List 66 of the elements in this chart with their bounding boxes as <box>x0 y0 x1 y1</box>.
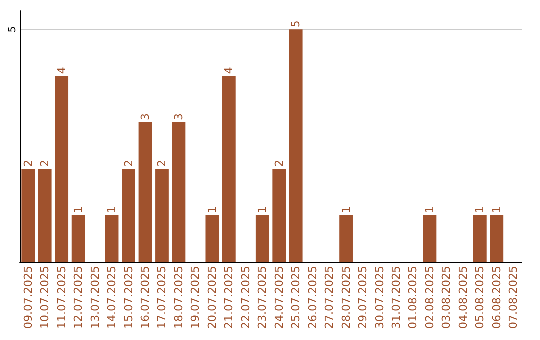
x-tick-label: 25.07.2025 <box>290 266 303 329</box>
data-label: 2 <box>156 160 169 168</box>
data-label: 2 <box>38 160 52 168</box>
bar <box>55 76 69 262</box>
data-label: 1 <box>423 206 436 214</box>
bar <box>423 216 437 262</box>
x-tick-label: 22.07.2025 <box>239 266 252 329</box>
x-tick-label: 24.07.2025 <box>272 266 286 329</box>
data-label: 1 <box>474 206 487 214</box>
x-tick-label: 15.07.2025 <box>122 266 136 329</box>
bar <box>256 216 270 262</box>
x-tick-label: 05.08.2025 <box>474 266 487 329</box>
bar <box>473 216 487 262</box>
data-label: 4 <box>55 67 68 74</box>
bar <box>272 169 286 262</box>
bar <box>105 216 119 262</box>
x-tick-label: 23.07.2025 <box>256 266 270 329</box>
data-label: 3 <box>172 114 186 121</box>
data-label: 2 <box>272 160 286 168</box>
x-tick-label: 06.08.2025 <box>490 266 504 329</box>
bar <box>138 122 152 262</box>
data-label: 1 <box>490 206 504 214</box>
bar <box>22 169 36 262</box>
x-tick-label: 01.08.2025 <box>406 266 420 329</box>
data-label: 1 <box>106 206 119 214</box>
x-tick-label: 21.07.2025 <box>222 266 236 329</box>
x-tick-label: 28.07.2025 <box>340 266 353 329</box>
bar <box>490 216 504 262</box>
data-label: 2 <box>122 160 136 168</box>
x-tick-label: 09.07.2025 <box>22 266 35 329</box>
bar <box>172 122 186 262</box>
x-tick-label: 31.07.2025 <box>390 266 403 329</box>
bar <box>206 216 220 262</box>
x-tick-label: 13.07.2025 <box>88 266 102 329</box>
data-label: 4 <box>222 67 236 74</box>
bar <box>340 216 353 262</box>
x-tick-label: 26.07.2025 <box>306 266 320 329</box>
x-tick-label: 19.07.2025 <box>189 266 202 329</box>
bar <box>289 30 303 262</box>
data-label: 2 <box>22 160 35 168</box>
x-tick-label: 14.07.2025 <box>106 266 119 329</box>
x-tick-label: 10.07.2025 <box>38 266 52 329</box>
x-tick-label: 12.07.2025 <box>72 266 86 329</box>
x-tick-label: 03.08.2025 <box>440 266 454 329</box>
x-tick-label: 02.08.2025 <box>423 266 436 329</box>
x-tick-label: 29.07.2025 <box>356 266 370 329</box>
data-label: 5 <box>290 20 303 28</box>
bar <box>222 76 236 262</box>
data-label: 1 <box>72 206 86 214</box>
x-tick-label: 27.07.2025 <box>323 266 336 329</box>
data-label: 1 <box>340 206 353 214</box>
x-tick-label: 20.07.2025 <box>206 266 219 329</box>
x-tick-label: 18.07.2025 <box>172 266 186 329</box>
bar <box>72 216 86 262</box>
x-tick-label: 17.07.2025 <box>156 266 169 329</box>
bar <box>122 169 136 262</box>
bar <box>156 169 169 262</box>
x-tick-label: 16.07.2025 <box>139 266 152 329</box>
bar <box>38 169 52 262</box>
data-label: 3 <box>139 114 152 121</box>
data-label: 1 <box>256 206 270 214</box>
data-label: 1 <box>206 206 219 214</box>
x-tick-label: 30.07.2025 <box>373 266 386 329</box>
x-tick-label: 04.08.2025 <box>456 266 470 329</box>
x-tick-label: 07.08.2025 <box>507 266 520 329</box>
x-tick-label: 11.07.2025 <box>55 266 68 329</box>
